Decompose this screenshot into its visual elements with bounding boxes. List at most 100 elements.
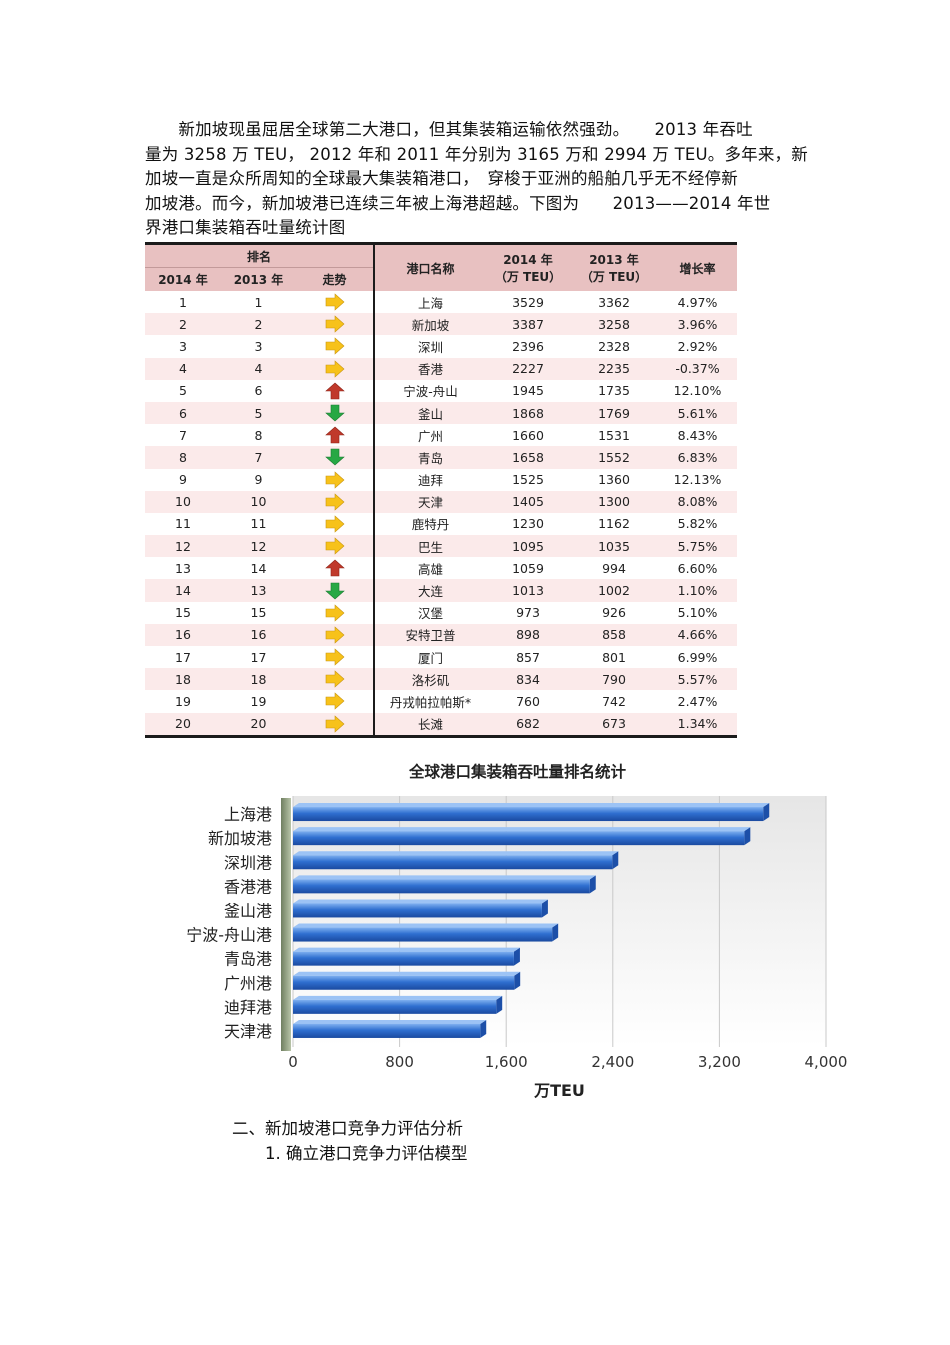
teu-2013-cell: 1162 [570, 512, 658, 536]
growth-cell: 2.92% [658, 335, 737, 358]
table-row: 8 7 青岛 1658 1552 6.83% [145, 446, 737, 469]
teu-2013-cell: 1552 [570, 446, 658, 469]
port-name-cell: 汉堡 [374, 601, 486, 624]
rank-2013-cell: 5 [221, 401, 296, 425]
arrow-right-icon [324, 515, 346, 533]
arrow-right-icon [324, 714, 346, 733]
table-row: 16 16 安特卫普 898 858 4.66% [145, 623, 737, 646]
intro-paragraph: 新加坡现虽屈居全球第二大港口，但其集装箱运输依然强劲。 2013 年吞吐 量为 … [145, 118, 808, 241]
teu-2013-cell: 801 [570, 646, 658, 669]
port-name-cell: 香港 [374, 357, 486, 380]
rank-2014-cell: 16 [145, 623, 221, 646]
rank-2014-header: 2014 年 [145, 267, 221, 291]
paragraph-line: 加坡一直是众所周知的全球最大集装箱港口， 穿梭于亚洲的船舶几乎无不经停新 [145, 169, 738, 188]
x-tick-label: 4,000 [805, 1053, 848, 1071]
teu-2014-cell: 1095 [486, 535, 570, 558]
port-name-cell: 新加坡 [374, 313, 486, 336]
teu-2014-cell: 682 [486, 712, 570, 737]
arrow-right-icon [324, 493, 346, 511]
rank-2013-cell: 17 [221, 646, 296, 669]
port-name-cell: 宁波-舟山 [374, 379, 486, 402]
table-row: 11 11 鹿特丹 1230 1162 5.82% [145, 512, 737, 536]
trend-cell [296, 668, 375, 691]
port-name-cell: 长滩 [374, 712, 486, 737]
bar-cap [744, 827, 751, 846]
rank-2013-cell: 9 [221, 468, 296, 491]
arrow-right-icon [324, 670, 346, 688]
teu-2013-header-line1: 2013 年 [589, 253, 639, 267]
y-category-label: 香港港 [224, 877, 272, 896]
y-category-label: 宁波-舟山港 [186, 926, 272, 945]
paragraph-line: 新加坡现虽屈居全球第二大港口，但其集装箱运输依然强劲。 2013 年吞吐 [145, 120, 753, 139]
port-name-cell: 洛杉矶 [374, 668, 486, 691]
arrow-right-icon [324, 626, 346, 644]
teu-2013-cell: 1035 [570, 535, 658, 558]
teu-2014-cell: 1868 [486, 401, 570, 425]
teu-2014-cell: 1013 [486, 579, 570, 602]
bar-top [293, 947, 520, 952]
trend-cell [296, 535, 375, 558]
teu-2013-cell: 1300 [570, 490, 658, 513]
port-ranking-table: 排名 港口名称 2014 年 （万 TEU） 2013 年 （万 TEU） 增长… [145, 242, 737, 738]
rank-2014-cell: 15 [145, 601, 221, 624]
bar-top [293, 851, 619, 856]
teu-2013-cell: 1735 [570, 379, 658, 402]
rank-2014-cell: 1 [145, 291, 221, 314]
trend-cell [296, 424, 375, 447]
port-name-cell: 巴生 [374, 535, 486, 558]
x-tick-label: 1,600 [485, 1053, 528, 1071]
arrow-up-icon [324, 559, 346, 577]
rank-2014-cell: 2 [145, 313, 221, 336]
rank-2013-cell: 1 [221, 291, 296, 314]
rank-2014-cell: 10 [145, 490, 221, 513]
table-row: 12 12 巴生 1095 1035 5.75% [145, 535, 737, 558]
teu-2013-cell: 1531 [570, 424, 658, 447]
trend-cell [296, 690, 375, 713]
bar [293, 903, 542, 918]
arrow-right-icon [324, 293, 346, 311]
rank-2013-cell: 15 [221, 601, 296, 624]
table-row: 6 5 釜山 1868 1769 5.61% [145, 401, 737, 425]
arrow-right-icon [324, 337, 346, 356]
y-category-label: 青岛港 [224, 950, 272, 969]
teu-2013-cell: 673 [570, 712, 658, 737]
table-row: 4 4 香港 2227 2235 -0.37% [145, 357, 737, 380]
rank-2013-cell: 12 [221, 535, 296, 558]
teu-2014-cell: 1660 [486, 424, 570, 447]
y-category-label: 广州港 [224, 974, 272, 993]
teu-2014-header: 2014 年 （万 TEU） [486, 243, 570, 291]
growth-cell: 5.61% [658, 401, 737, 425]
rank-2014-cell: 11 [145, 512, 221, 536]
x-tick-label: 3,200 [698, 1053, 741, 1071]
port-name-cell: 青岛 [374, 446, 486, 469]
table-row: 9 9 迪拜 1525 1360 12.13% [145, 468, 737, 491]
teu-2013-cell: 790 [570, 668, 658, 691]
growth-cell: 12.10% [658, 379, 737, 402]
rank-2013-cell: 6 [221, 379, 296, 402]
trend-cell [296, 313, 375, 336]
bar [293, 855, 613, 870]
port-name-cell: 迪拜 [374, 468, 486, 491]
teu-2013-cell: 3258 [570, 313, 658, 336]
bar-top [293, 875, 596, 880]
rank-2013-cell: 18 [221, 668, 296, 691]
port-throughput-bar-chart: 0 800 1,600 2,400 3,200 4,000 上海港新加坡港深圳港香港港釜山港… [186, 796, 848, 1100]
growth-cell: 6.99% [658, 646, 737, 669]
rank-2013-cell: 3 [221, 335, 296, 358]
growth-cell: 2.47% [658, 690, 737, 713]
trend-header: 走势 [296, 267, 375, 291]
growth-cell: 5.57% [658, 668, 737, 691]
rank-2013-cell: 13 [221, 579, 296, 602]
port-name-header: 港口名称 [374, 243, 486, 291]
teu-2014-cell: 898 [486, 623, 570, 646]
teu-2014-cell: 2227 [486, 357, 570, 380]
growth-cell: 4.66% [658, 623, 737, 646]
table-row: 5 6 宁波-舟山 1945 1735 12.10% [145, 379, 737, 402]
growth-cell: 3.96% [658, 313, 737, 336]
arrow-right-icon [324, 692, 346, 711]
teu-2014-cell: 1405 [486, 490, 570, 513]
table-row: 7 8 广州 1660 1531 8.43% [145, 424, 737, 447]
teu-2013-header: 2013 年 （万 TEU） [570, 243, 658, 291]
rank-2014-cell: 7 [145, 424, 221, 447]
table-row: 10 10 天津 1405 1300 8.08% [145, 490, 737, 513]
